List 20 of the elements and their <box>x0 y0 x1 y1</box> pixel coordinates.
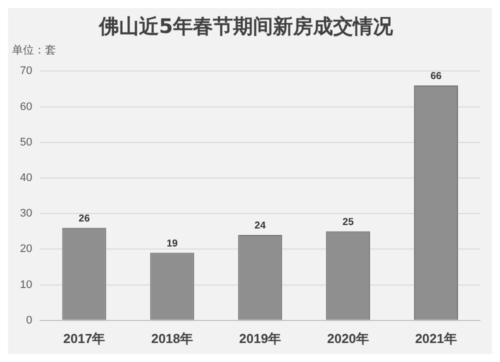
x-tick-label: 2020年 <box>327 330 370 346</box>
y-tick-label: 20 <box>20 243 32 256</box>
data-label: 26 <box>78 214 90 225</box>
x-tick-label: 2019年 <box>239 330 282 346</box>
data-label: 66 <box>430 71 442 82</box>
data-label: 19 <box>166 238 178 250</box>
x-tick-label: 2018年 <box>151 330 194 346</box>
y-tick-label: 70 <box>20 65 32 78</box>
data-label: 25 <box>342 217 354 228</box>
x-tick-label: 2017年 <box>63 330 106 346</box>
x-tick-label: 2021年 <box>415 330 457 346</box>
data-label: 24 <box>254 220 266 232</box>
y-tick-label: 40 <box>20 172 32 184</box>
chart-title: 佛山近5年春节期间新房成交情况 <box>98 14 394 38</box>
y-tick-label: 30 <box>20 208 32 220</box>
y-tick-label: 0 <box>26 314 32 326</box>
chart-subtitle: 单位：套 <box>12 43 56 56</box>
y-tick-label: 60 <box>20 100 32 113</box>
y-tick-label: 50 <box>20 136 32 148</box>
y-tick-label: 10 <box>20 278 32 291</box>
